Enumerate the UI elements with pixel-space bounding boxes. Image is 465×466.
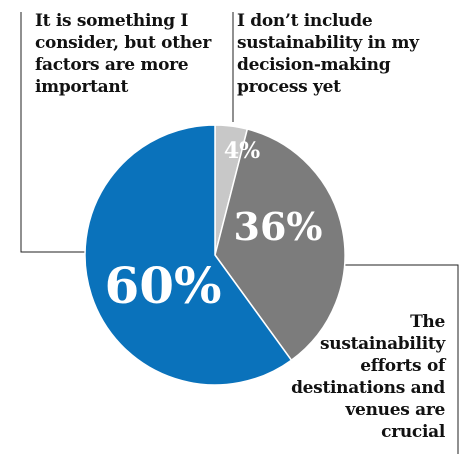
slice-label-crucial: The sustainability efforts of destinatio… (291, 312, 445, 442)
slice-label-dont-include: I don’t include sustainability in my dec… (237, 11, 419, 97)
slice-label-consider: It is something I consider, but other fa… (35, 11, 211, 97)
leader-line-consider (20, 12, 85, 253)
slice-percent-crucial: 36% (234, 204, 323, 249)
slice-percent-consider: 60% (104, 256, 221, 315)
slice-percent-dont-include: 4% (224, 138, 260, 164)
pie-slice-crucial (214, 128, 346, 362)
pie-slice-consider (84, 124, 293, 386)
leader-line-crucial (298, 264, 459, 454)
